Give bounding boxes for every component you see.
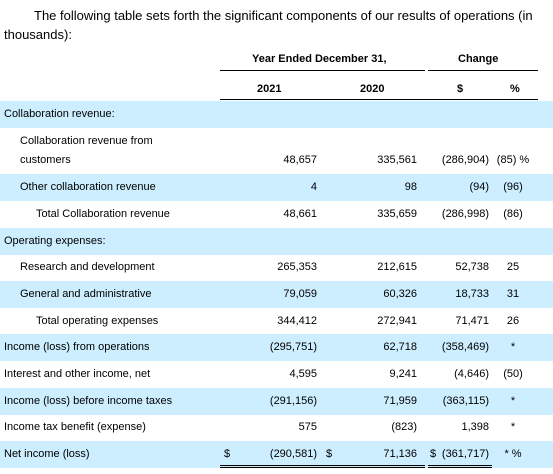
value-change: (4,646) (454, 368, 489, 380)
value-2020: 212,615 (377, 261, 417, 273)
value-2021: (290,581) (269, 448, 317, 460)
row-label: Income tax benefit (expense) (4, 421, 146, 433)
intro-line-1: The following table sets forth the signi… (34, 8, 533, 23)
value-change: 1,398 (461, 421, 489, 433)
value-2021: 4 (310, 181, 317, 193)
table-row: Income (loss) from operations (295,751) … (0, 334, 553, 361)
value-2020: 62,718 (383, 341, 417, 353)
value-2020: 335,659 (377, 208, 417, 220)
header-percent: % (510, 83, 520, 95)
table-row: Collaboration revenue from (0, 128, 553, 155)
value-change: 71,471 (455, 315, 489, 327)
net-income-underline-1 (220, 465, 425, 466)
row-label: Research and development (20, 261, 155, 273)
value-2020: 272,941 (377, 315, 417, 327)
table-row: Operating expenses: (0, 228, 553, 255)
value-change: (286,998) (441, 208, 489, 220)
intro-paragraph: The following table sets forth the signi… (4, 6, 549, 44)
header-rule-years (220, 70, 425, 71)
table-row-net-income: Net income (loss) $ (290,581) $ 71,136 $… (0, 441, 553, 468)
value-percent: (86) (503, 208, 523, 220)
net-income-underline-chg-2 (428, 467, 492, 468)
value-2021: (291,156) (269, 395, 317, 407)
value-2021: 575 (298, 421, 317, 433)
header-rule-bottom (220, 99, 538, 100)
table-row: Total Collaboration revenue 48,661 335,6… (0, 201, 553, 228)
value-change: (94) (469, 181, 489, 193)
row-label: General and administrative (20, 288, 152, 300)
intro-line-2: thousands): (4, 27, 72, 42)
value-percent: 26 (506, 315, 520, 327)
row-label: Collaboration revenue from (20, 134, 153, 147)
header-2020: 2020 (360, 83, 385, 95)
value-2020: 9,241 (389, 368, 417, 380)
row-label: Income (loss) from operations (4, 341, 150, 353)
value-2020: 71,136 (383, 448, 417, 460)
value-percent: 31 (506, 288, 520, 300)
row-label: Total operating expenses (36, 315, 159, 327)
row-label: Other collaboration revenue (20, 181, 156, 193)
header-change: Change (458, 53, 499, 65)
value-2021: 48,657 (283, 154, 317, 166)
value-2021: 344,412 (277, 315, 317, 327)
value-2020: 60,326 (383, 288, 417, 300)
value-percent: 25 (506, 261, 520, 273)
table-row: Research and development 265,353 212,615… (0, 254, 553, 281)
value-2021: (295,751) (269, 341, 317, 353)
table-row: Collaboration revenue: (0, 101, 553, 128)
value-change: (363,115) (442, 395, 489, 407)
value-percent: * (510, 421, 516, 433)
header-year-ended: Year Ended December 31, (252, 53, 387, 65)
row-label: customers (20, 154, 71, 166)
table-row: Other collaboration revenue 4 98 (94) (9… (0, 174, 553, 201)
value-2020: 335,561 (377, 154, 417, 166)
value-2021: 4,595 (289, 368, 317, 380)
value-percent: * % (504, 448, 522, 460)
net-income-underline-chg-1 (428, 465, 492, 466)
value-2020: (823) (391, 421, 417, 433)
row-label: Total Collaboration revenue (36, 208, 170, 220)
row-label: Interest and other income, net (4, 368, 151, 380)
row-label: Income (loss) before income taxes (4, 395, 173, 407)
currency-2020: $ (326, 448, 333, 460)
header-2021: 2021 (257, 83, 282, 95)
value-2020: 98 (404, 181, 417, 193)
value-percent: (85) % (496, 154, 530, 166)
value-change: 18,733 (455, 288, 489, 300)
table-row: Total operating expenses 344,412 272,941… (0, 308, 553, 335)
value-percent: * (510, 341, 516, 353)
table-row: Income (loss) before income taxes (291,1… (0, 388, 553, 415)
value-percent: (50) (503, 368, 523, 380)
currency-change: $ (430, 448, 437, 460)
value-2021: 265,353 (277, 261, 317, 273)
value-change: (361,717) (441, 448, 489, 460)
table-row: Income tax benefit (expense) 575 (823) 1… (0, 414, 553, 441)
value-percent: * (510, 395, 516, 407)
row-label: Net income (loss) (4, 448, 90, 460)
value-2020: 71,959 (383, 395, 417, 407)
currency-2021: $ (224, 448, 231, 460)
value-change: 52,738 (455, 261, 489, 273)
net-income-underline-2 (220, 467, 425, 468)
row-label: Operating expenses: (4, 235, 106, 247)
table-row: General and administrative 79,059 60,326… (0, 281, 553, 308)
row-label: Collaboration revenue: (4, 108, 115, 120)
table-row: customers 48,657 335,561 (286,904) (85) … (0, 147, 553, 174)
header-rule-change (428, 70, 538, 71)
header-dollar: $ (457, 83, 464, 95)
value-change: (358,469) (441, 341, 489, 353)
value-2021: 48,661 (283, 208, 317, 220)
value-percent: (96) (503, 181, 523, 193)
value-change: (286,904) (441, 154, 489, 166)
table-row: Interest and other income, net 4,595 9,2… (0, 361, 553, 388)
value-2021: 79,059 (283, 288, 317, 300)
